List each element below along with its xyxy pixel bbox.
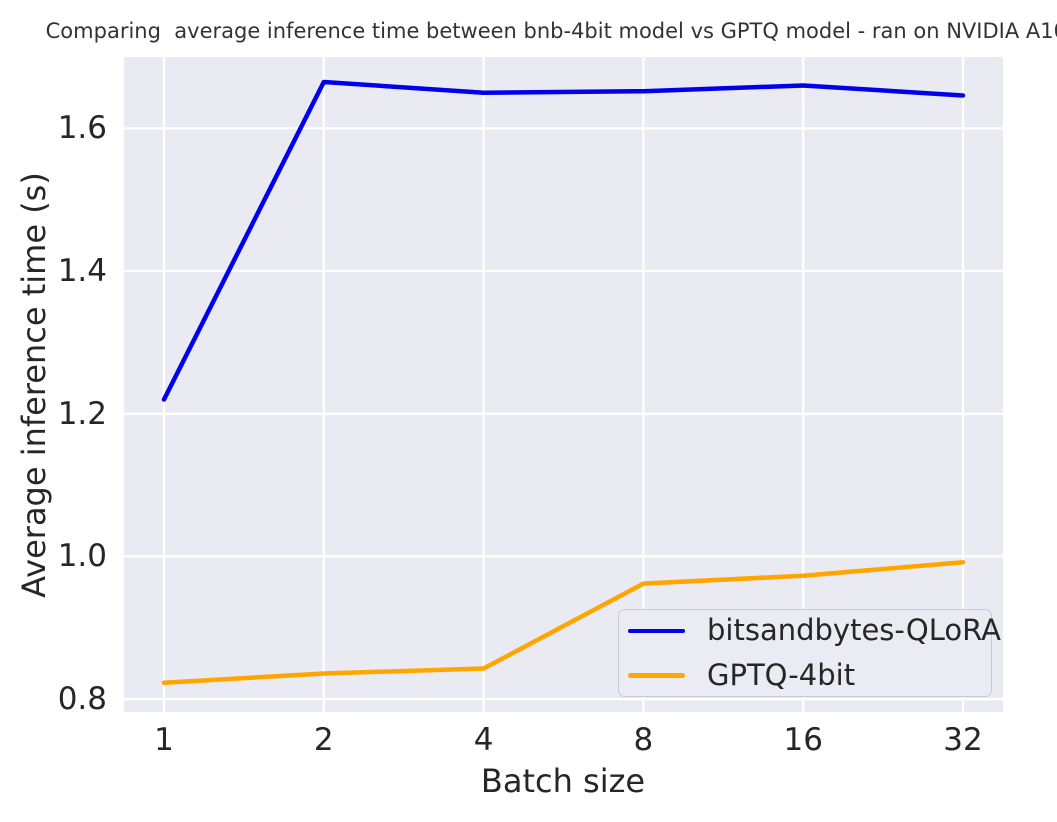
series-line-bitsandbytes-QLoRA: [161, 79, 966, 402]
chart-title: Comparing average inference time between…: [45, 19, 1057, 43]
plot-background: [124, 57, 1003, 712]
y-axis-label: Average inference time (s): [15, 172, 53, 598]
y-tick-label: 1.2: [57, 395, 107, 432]
legend-row: GPTQ-4bit: [628, 657, 982, 695]
x-tick-label: 8: [633, 722, 654, 758]
legend-label: bitsandbytes-QLoRA: [707, 613, 1001, 648]
x-tick-label: 32: [943, 722, 983, 758]
x-tick-label: 4: [473, 722, 494, 758]
legend-row: bitsandbytes-QLoRA: [628, 612, 1001, 650]
x-tick-label: 2: [313, 722, 334, 758]
legend-line-sample-GPTQ-4bit: [628, 673, 685, 678]
legend: bitsandbytes-QLoRA GPTQ-4bit: [618, 609, 1001, 697]
y-tick-label: 1.4: [57, 253, 107, 290]
x-tick-label: 1: [154, 722, 174, 758]
legend-label: GPTQ-4bit: [707, 657, 856, 692]
y-tick-label: 1.0: [57, 538, 107, 575]
legend-line-sample-bitsandbytes-QLoRA: [628, 628, 685, 633]
x-tick-label: 16: [783, 722, 823, 758]
y-tick-label: 0.8: [57, 681, 107, 718]
series-line-GPTQ-4bit: [161, 559, 966, 685]
y-tick-label: 1.6: [57, 110, 107, 147]
gridlines: [124, 57, 1003, 712]
x-axis-label: Batch size: [480, 762, 646, 800]
